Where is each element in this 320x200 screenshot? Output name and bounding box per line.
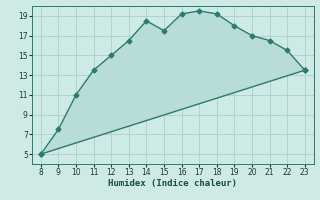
X-axis label: Humidex (Indice chaleur): Humidex (Indice chaleur) xyxy=(108,179,237,188)
